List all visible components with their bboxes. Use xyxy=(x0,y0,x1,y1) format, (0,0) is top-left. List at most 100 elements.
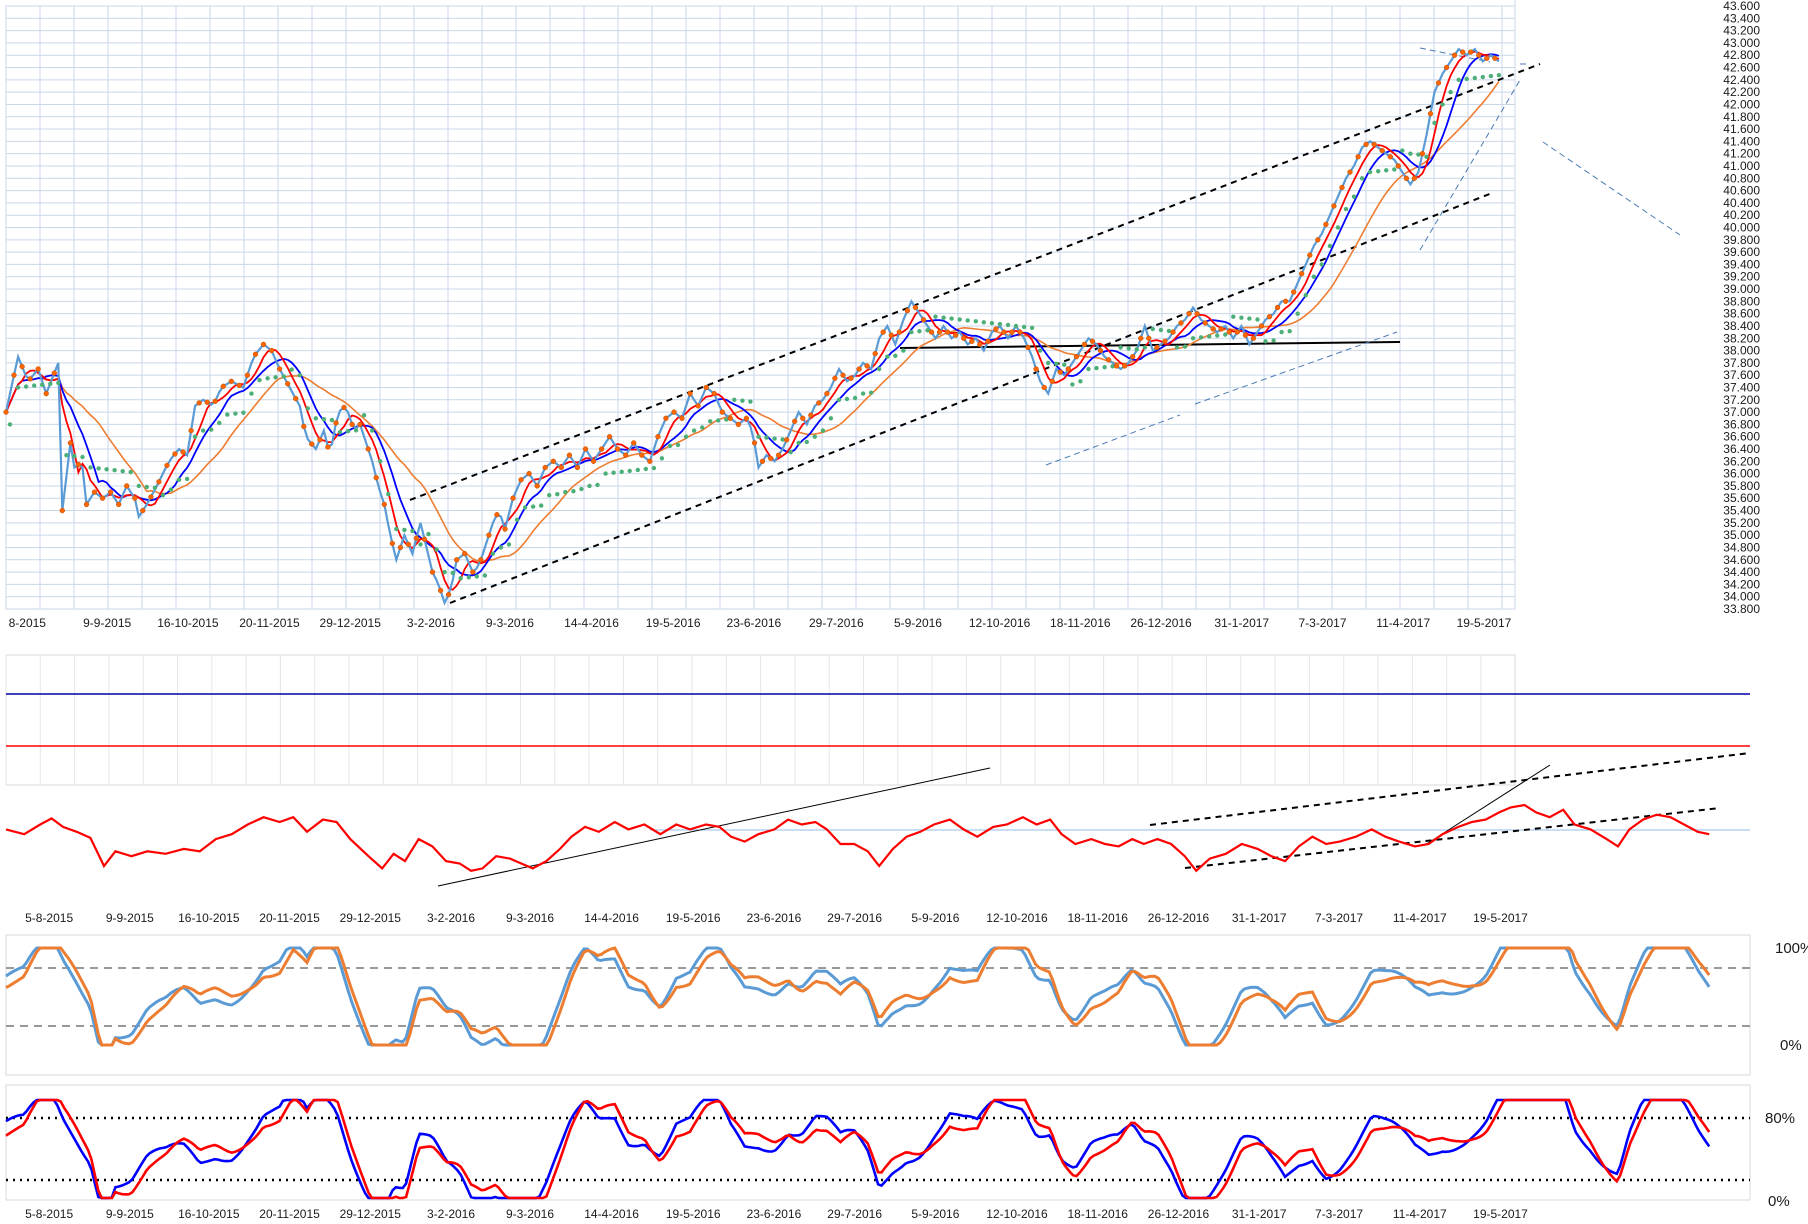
price-marker xyxy=(470,569,476,575)
sar-dot xyxy=(1392,167,1397,172)
stochastic-2-x-tick-label: 19-5-2017 xyxy=(1473,1207,1528,1221)
price-marker xyxy=(1379,147,1385,154)
sar-dot xyxy=(1094,365,1099,371)
sar-dot xyxy=(434,547,439,552)
price-marker xyxy=(1468,49,1474,55)
price-marker xyxy=(1443,64,1450,71)
stochastic-2-d-line xyxy=(5,1098,1711,1200)
price-marker xyxy=(1299,271,1305,277)
sar-dot xyxy=(1174,345,1180,350)
price-marker xyxy=(1451,52,1458,58)
sar-dot xyxy=(257,377,262,383)
sar-dot xyxy=(933,314,938,319)
sar-dot xyxy=(112,468,117,473)
sar-dot xyxy=(1078,379,1083,384)
down-trendline-blue xyxy=(1542,141,1681,236)
sar-dot xyxy=(209,427,214,432)
sar-dot xyxy=(265,376,270,381)
rsi-x-tick-label: 19-5-2017 xyxy=(1473,911,1528,925)
stochastic-2-x-tick-label: 16-10-2015 xyxy=(178,1207,240,1221)
sar-dot xyxy=(949,316,954,321)
stochastic-2-x-tick-label: 9-3-2016 xyxy=(506,1207,554,1221)
price-marker xyxy=(59,507,65,514)
sar-dot xyxy=(353,428,359,433)
sar-dot xyxy=(643,466,648,472)
price-marker xyxy=(3,409,9,415)
rsi-x-tick-label: 9-9-2015 xyxy=(106,911,154,925)
sar-dot xyxy=(997,321,1003,327)
price-marker xyxy=(735,421,742,428)
price-x-axis: 8-2015 9-9-2015 16-10-2015 20-11-2015 29-12-… xyxy=(9,616,1512,630)
price-marker xyxy=(1387,154,1393,160)
price-marker xyxy=(1234,329,1240,335)
stochastic-1-k-line xyxy=(5,946,1711,1047)
price-marker xyxy=(1226,329,1232,335)
price-marker xyxy=(888,332,894,338)
price-marker xyxy=(904,307,911,314)
price-marker xyxy=(1162,338,1168,344)
price-marker xyxy=(293,395,299,402)
price-marker xyxy=(11,372,17,378)
price-marker xyxy=(727,415,733,421)
sar-dot xyxy=(1182,344,1188,349)
sar-dot xyxy=(1263,339,1268,344)
stochastic-2-x-axis: 5-8-2015 9-9-2015 16-10-2015 20-11-2015 29-1… xyxy=(25,1207,1528,1221)
sar-dot xyxy=(796,440,801,446)
price-y-tick-label: 41.400 xyxy=(1723,134,1760,148)
sar-dot xyxy=(716,418,721,423)
price-marker xyxy=(413,535,420,541)
rsi-x-tick-label: 9-3-2016 xyxy=(506,911,554,925)
price-marker xyxy=(317,437,323,443)
sar-dot xyxy=(788,449,793,455)
sar-dot xyxy=(176,477,182,482)
price-marker xyxy=(1484,55,1490,61)
stochastic-2-x-tick-label: 23-6-2016 xyxy=(747,1207,802,1221)
sar-dot xyxy=(378,459,383,464)
sar-dot xyxy=(965,318,970,323)
sar-dot xyxy=(659,456,665,461)
price-marker xyxy=(920,317,927,323)
sar-dot xyxy=(941,315,946,320)
price-marker xyxy=(132,495,138,501)
sar-dot xyxy=(748,399,753,404)
sar-dot xyxy=(667,443,673,449)
price-marker xyxy=(614,446,621,452)
sar-dot xyxy=(337,429,343,435)
price-marker xyxy=(75,461,82,468)
stochastic-1-bottom-label: 0% xyxy=(1780,1037,1802,1054)
rsi-upper-channel xyxy=(1149,752,1751,826)
rsi-x-tick-label: 16-10-2015 xyxy=(178,911,240,925)
sar-dot xyxy=(1311,274,1317,279)
sar-dot xyxy=(64,453,69,458)
price-marker xyxy=(639,452,645,458)
price-x-tick-label: 3-2-2016 xyxy=(407,616,455,630)
rsi-x-tick-label: 7-3-2017 xyxy=(1315,911,1363,925)
price-marker xyxy=(276,366,283,372)
price-marker xyxy=(124,483,130,489)
price-marker xyxy=(478,557,484,563)
price-y-tick-label: 40.600 xyxy=(1723,184,1760,198)
stochastic-2-top-label: 80% xyxy=(1765,1110,1795,1127)
sar-dot xyxy=(1303,293,1309,298)
sar-dot xyxy=(249,391,254,396)
price-marker xyxy=(695,403,701,409)
price-marker xyxy=(301,423,307,430)
price-y-tick-label: 40.800 xyxy=(1723,171,1760,185)
sar-dot xyxy=(56,380,61,386)
price-marker xyxy=(1282,298,1289,304)
sar-dot xyxy=(1376,169,1381,174)
sar-dot xyxy=(1021,324,1027,330)
sar-dot xyxy=(1102,365,1107,370)
price-y-tick-label: 37.400 xyxy=(1723,380,1760,394)
sar-dot xyxy=(732,397,737,402)
price-marker xyxy=(928,329,935,335)
sar-dot xyxy=(1359,176,1365,181)
price-x-tick-label: 20-11-2015 xyxy=(239,616,300,630)
price-y-tick-label: 38.000 xyxy=(1723,344,1760,358)
price-x-tick-label: 12-10-2016 xyxy=(969,616,1031,630)
sar-dot xyxy=(1279,329,1284,335)
rsi-line xyxy=(5,803,1710,873)
sar-dot xyxy=(1166,328,1172,334)
sar-dot xyxy=(1054,361,1059,366)
sar-dot xyxy=(1408,151,1413,156)
